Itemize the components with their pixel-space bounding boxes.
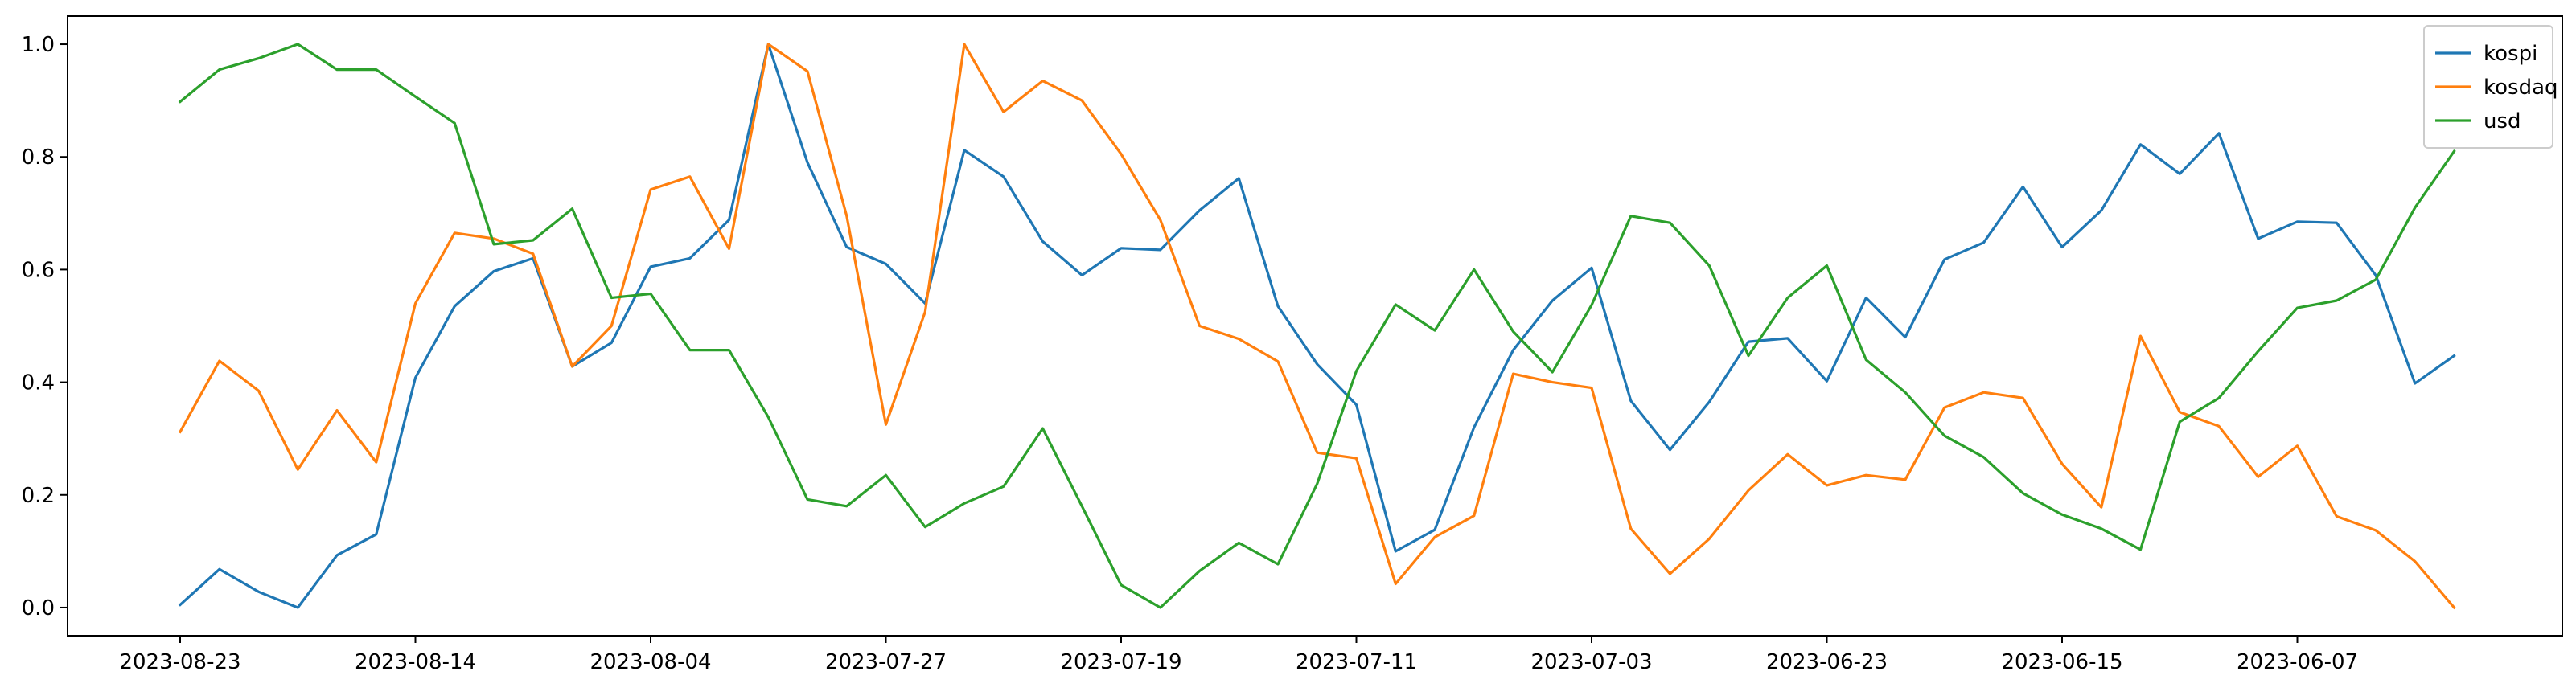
x-tick-label: 2023-06-15 [2001, 650, 2122, 674]
x-axis: 2023-08-23 2023-08-14 2023-08-04 2023-07-27… [119, 636, 2358, 674]
legend-label-usd: usd [2484, 109, 2521, 133]
plot-frame [67, 15, 2563, 637]
series-line-usd [178, 43, 2456, 609]
y-tick-label: 0.8 [22, 145, 55, 170]
x-tick-label: 2023-08-14 [355, 650, 476, 674]
y-axis: 0.0 0.2 0.4 0.6 0.8 1.0 [22, 33, 68, 620]
y-tick-label: 0.0 [22, 596, 55, 620]
y-tick-label: 0.2 [22, 484, 55, 508]
y-tick-label: 0.6 [22, 258, 55, 282]
y-tick-label: 1.0 [22, 33, 55, 57]
x-tick-label: 2023-06-23 [1766, 650, 1888, 674]
x-tick-label: 2023-07-11 [1296, 650, 1417, 674]
x-tick-label: 2023-06-07 [2237, 650, 2358, 674]
legend-label-kosdaq: kosdaq [2484, 76, 2558, 100]
x-tick-label: 2023-07-27 [825, 650, 947, 674]
legend-label-kospi: kospi [2484, 42, 2537, 66]
y-tick-label: 0.4 [22, 371, 55, 395]
legend-box [2423, 25, 2553, 149]
x-tick-label: 2023-07-19 [1060, 650, 1181, 674]
series-line-kosdaq [178, 43, 2456, 610]
x-tick-label: 2023-08-23 [119, 650, 240, 674]
legend: kospi kosdaq usd [2423, 25, 2558, 149]
x-tick-label: 2023-07-03 [1530, 650, 1652, 674]
x-tick-label: 2023-08-04 [590, 650, 711, 674]
series-layer [178, 43, 2456, 610]
